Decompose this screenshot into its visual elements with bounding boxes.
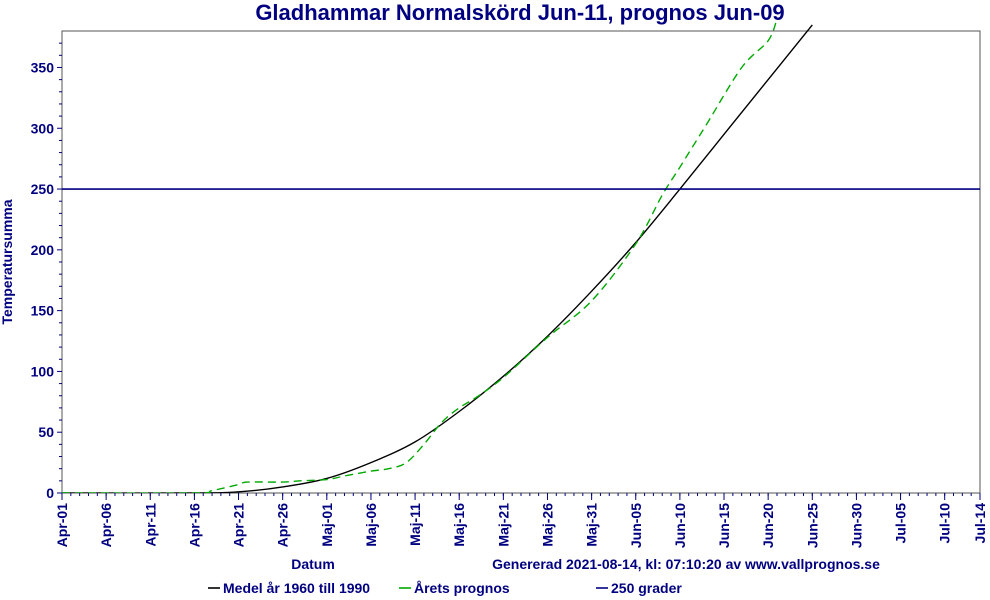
chart-title: Gladhammar Normalskörd Jun-11, prognos J… (255, 0, 784, 25)
x-tick-label: Jul-05 (893, 503, 909, 544)
y-tick-label: 50 (38, 424, 54, 440)
y-axis-label: Temperatursumma (0, 199, 15, 324)
legend-label: Årets prognos (414, 580, 510, 596)
generated-note: Genererad 2021-08-14, kl: 07:10:20 av ww… (492, 556, 880, 572)
x-tick-label: Maj-16 (451, 503, 467, 547)
y-tick-label: 350 (31, 59, 55, 75)
y-tick-label: 250 (31, 181, 55, 197)
x-tick-label: Apr-06 (98, 503, 114, 548)
legend-label: Medel år 1960 till 1990 (223, 580, 370, 596)
x-tick-label: Maj-26 (539, 503, 555, 547)
series-line (62, 18, 778, 493)
legend: Medel år 1960 till 1990 Årets prognos 250 … (208, 580, 682, 596)
x-tick-label: Jun-30 (848, 503, 864, 548)
x-axis-label: Datum (291, 556, 335, 572)
x-tick-label: Jun-15 (716, 503, 732, 548)
x-tick-label: Apr-26 (275, 503, 291, 548)
x-tick-label: Apr-11 (142, 503, 158, 547)
x-tick-label: Apr-01 (54, 503, 70, 548)
y-tick-label: 100 (31, 363, 55, 379)
x-tick-label: Jun-20 (760, 503, 776, 548)
x-tick-label: Maj-21 (495, 503, 511, 547)
x-tick-label: Jun-25 (804, 503, 820, 548)
y-tick-label: 150 (31, 303, 55, 319)
x-tick-label: Maj-06 (363, 503, 379, 547)
y-tick-label: 200 (31, 242, 55, 258)
x-tick-label: Jul-14 (972, 503, 988, 544)
y-tick-label: 0 (46, 485, 54, 501)
x-tick-label: Apr-21 (231, 503, 247, 548)
legend-label: 250 grader (611, 580, 682, 596)
plot-area: 0 50 100 150 200 250 300 350 Apr-01 Apr-06 Apr-11 A… (31, 18, 988, 548)
x-tick-label: Maj-01 (319, 503, 335, 547)
x-tick-label: Jun-10 (672, 503, 688, 548)
x-tick-label: Apr-16 (186, 503, 202, 548)
x-tick-label: Maj-11 (407, 503, 423, 546)
x-tick-label: Maj-31 (584, 503, 600, 547)
series-line (62, 24, 813, 493)
plot-frame (61, 30, 981, 494)
y-tick-label: 300 (31, 120, 55, 136)
x-tick-label: Jul-10 (937, 503, 953, 544)
x-tick-label: Jun-05 (628, 503, 644, 548)
